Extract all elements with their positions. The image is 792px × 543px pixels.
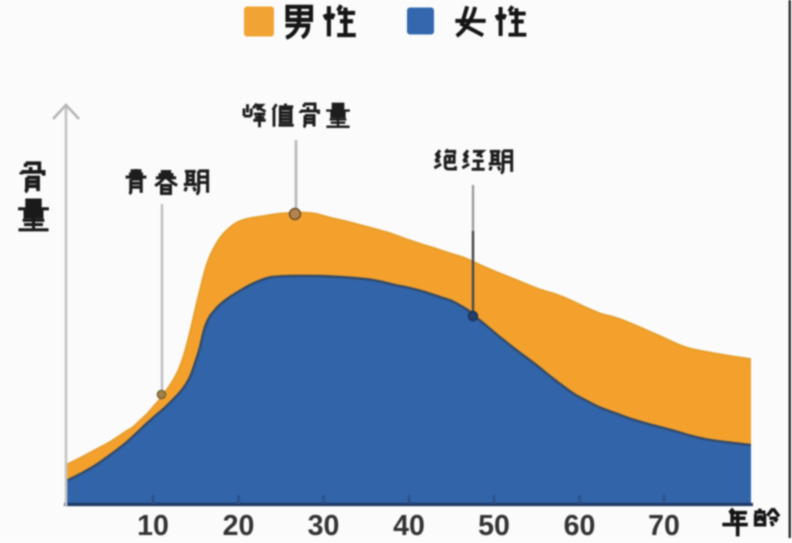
svg-text:40: 40 (393, 510, 425, 538)
svg-text:10: 10 (137, 510, 169, 538)
svg-text:60: 60 (564, 510, 596, 538)
svg-text:70: 70 (648, 510, 680, 538)
svg-text:20: 20 (223, 510, 255, 538)
svg-text:30: 30 (308, 510, 340, 538)
svg-text:50: 50 (478, 510, 510, 538)
